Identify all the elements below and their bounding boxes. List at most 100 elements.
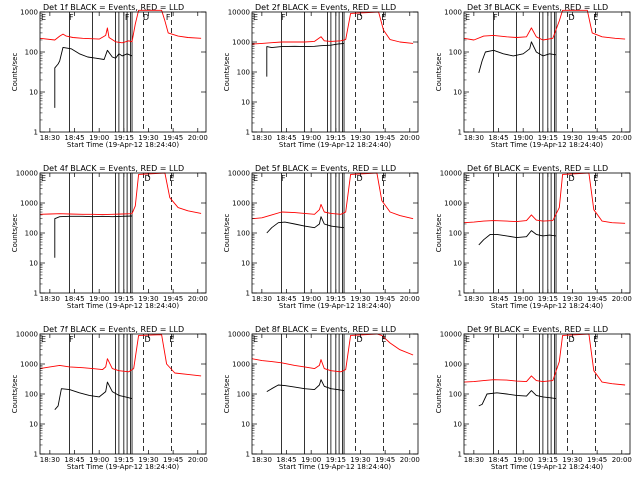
x-tick-label: 19:00: [301, 134, 321, 142]
y-tick-label: 10: [453, 421, 462, 429]
plot-frame: [251, 172, 419, 294]
x-tick-label: 20:00: [400, 456, 420, 464]
y-tick-label: 100: [449, 230, 462, 238]
y-tick-label: 10000: [16, 331, 38, 339]
x-tick-label: 18:45: [64, 456, 84, 464]
x-tick-label: 18:30: [40, 456, 60, 464]
y-axis-label: Counts/sec: [435, 53, 443, 92]
y-axis-label: Counts/sec: [223, 375, 231, 414]
y-axis-label: Counts/sec: [11, 53, 19, 92]
y-tick-label: 10000: [440, 170, 462, 178]
y-tick-label: 1: [458, 451, 462, 459]
series-line-lld: [463, 172, 626, 224]
panel-title: Det 6f BLACK = Events, RED = LLD: [467, 164, 608, 173]
segment-marker: D: [569, 335, 575, 344]
segment-marker: E: [593, 174, 598, 183]
event-lines: [281, 12, 384, 132]
x-tick-label: 19:30: [138, 456, 158, 464]
y-tick-label: 1: [34, 451, 38, 459]
segment-marker: E: [41, 13, 46, 22]
segment-marker: F: [281, 174, 286, 183]
x-tick-label: 20:00: [400, 134, 420, 142]
x-axis-label: Start Time (19-Apr-12 18:24:40): [491, 302, 603, 310]
x-tick-label: 19:45: [375, 134, 395, 142]
series-line-events: [478, 230, 557, 246]
x-tick-label: 18:30: [464, 456, 484, 464]
plot-frame: [463, 172, 631, 294]
x-axis-label: Start Time (19-Apr-12 18:24:40): [279, 141, 391, 149]
y-tick-label: 1: [458, 290, 462, 298]
segment-marker: E: [253, 13, 258, 22]
x-tick-label: 18:30: [464, 295, 484, 303]
x-tick-label: 18:45: [64, 295, 84, 303]
series-line-events: [266, 216, 345, 234]
x-tick-label: 20:00: [188, 295, 208, 303]
x-tick-label: 19:30: [350, 295, 370, 303]
x-axis-label: Start Time (19-Apr-12 18:24:40): [67, 463, 179, 471]
y-tick-label: 100: [25, 230, 38, 238]
segment-marker: F: [69, 13, 74, 22]
y-axis: 1 10 100 1000 10000: [16, 331, 206, 459]
series-line-events: [54, 381, 133, 410]
series-line-lld: [463, 333, 626, 386]
y-tick-label: 10: [29, 89, 38, 97]
x-tick-label: 19:15: [114, 295, 134, 303]
series-line-events: [478, 41, 557, 74]
x-axis: 18:30 18:45 19:00 19:15 19:30 19:45 20:00: [40, 12, 208, 142]
x-tick-label: 20:00: [400, 295, 420, 303]
x-axis-label: Start Time (19-Apr-12 18:24:40): [279, 302, 391, 310]
y-tick-label: 100: [449, 49, 462, 57]
x-tick-label: 18:30: [252, 295, 272, 303]
event-lines: [493, 173, 596, 293]
series-line-lld: [39, 334, 202, 377]
y-tick-label: 1000: [20, 9, 38, 17]
panel-det-6f: Det 6f BLACK = Events, RED = LLD 1 10 100 10…: [435, 164, 632, 310]
x-axis-label: Start Time (19-Apr-12 18:24:40): [491, 463, 603, 471]
panel-title: Det 4f BLACK = Events, RED = LLD: [43, 164, 184, 173]
segment-marker: D: [569, 13, 575, 22]
x-tick-label: 19:15: [326, 456, 346, 464]
x-axis-label: Start Time (19-Apr-12 18:24:40): [491, 141, 603, 149]
y-tick-label: 1000: [20, 200, 38, 208]
panel-title: Det 2f BLACK = Events, RED = LLD: [255, 3, 396, 12]
panel-det-2f: Det 2f BLACK = Events, RED = LLD 1 10 100 10…: [223, 3, 420, 149]
y-tick-label: 1: [246, 129, 250, 137]
y-tick-label: 100: [237, 69, 250, 77]
series-line-events: [266, 42, 345, 77]
x-tick-label: 19:30: [562, 456, 582, 464]
event-lines: [493, 12, 596, 132]
x-tick-label: 19:30: [350, 134, 370, 142]
y-axis: 1 10 100 1000 10000: [228, 331, 418, 459]
x-tick-label: 19:00: [513, 134, 533, 142]
series-line-events: [478, 390, 557, 407]
x-tick-label: 20:00: [188, 134, 208, 142]
series-line-lld: [39, 172, 202, 216]
y-tick-label: 10: [29, 260, 38, 268]
segment-marker: D: [569, 174, 575, 183]
x-tick-label: 19:00: [89, 456, 109, 464]
x-tick-label: 18:45: [64, 134, 84, 142]
x-tick-label: 19:15: [538, 295, 558, 303]
x-axis: 18:30 18:45 19:00 19:15 19:30 19:45 20:00: [252, 334, 420, 464]
x-tick-label: 19:45: [375, 295, 395, 303]
y-tick-label: 1: [458, 129, 462, 137]
x-tick-label: 18:30: [40, 134, 60, 142]
panel-title: Det 1f BLACK = Events, RED = LLD: [43, 3, 184, 12]
series-line-events: [266, 379, 345, 392]
x-axis: 18:30 18:45 19:00 19:15 19:30 19:45 20:00: [464, 173, 632, 303]
y-axis-label: Counts/sec: [435, 214, 443, 253]
panel-title: Det 7f BLACK = Events, RED = LLD: [43, 325, 184, 334]
x-tick-label: 19:15: [114, 134, 134, 142]
y-tick-label: 100: [449, 391, 462, 399]
panel-det-7f: Det 7f BLACK = Events, RED = LLD 1 10 100 10…: [11, 325, 208, 471]
y-axis-label: Counts/sec: [435, 375, 443, 414]
segment-marker: E: [593, 335, 598, 344]
x-tick-label: 19:00: [89, 295, 109, 303]
x-tick-label: 18:30: [252, 134, 272, 142]
y-axis: 1 10 100 1000: [20, 9, 206, 137]
x-axis: 18:30 18:45 19:00 19:15 19:30 19:45 20:00: [40, 334, 208, 464]
x-axis: 18:30 18:45 19:00 19:15 19:30 19:45 20:00: [464, 12, 632, 142]
y-tick-label: 1000: [232, 200, 250, 208]
y-tick-label: 1: [246, 451, 250, 459]
series-line-lld: [39, 9, 202, 44]
